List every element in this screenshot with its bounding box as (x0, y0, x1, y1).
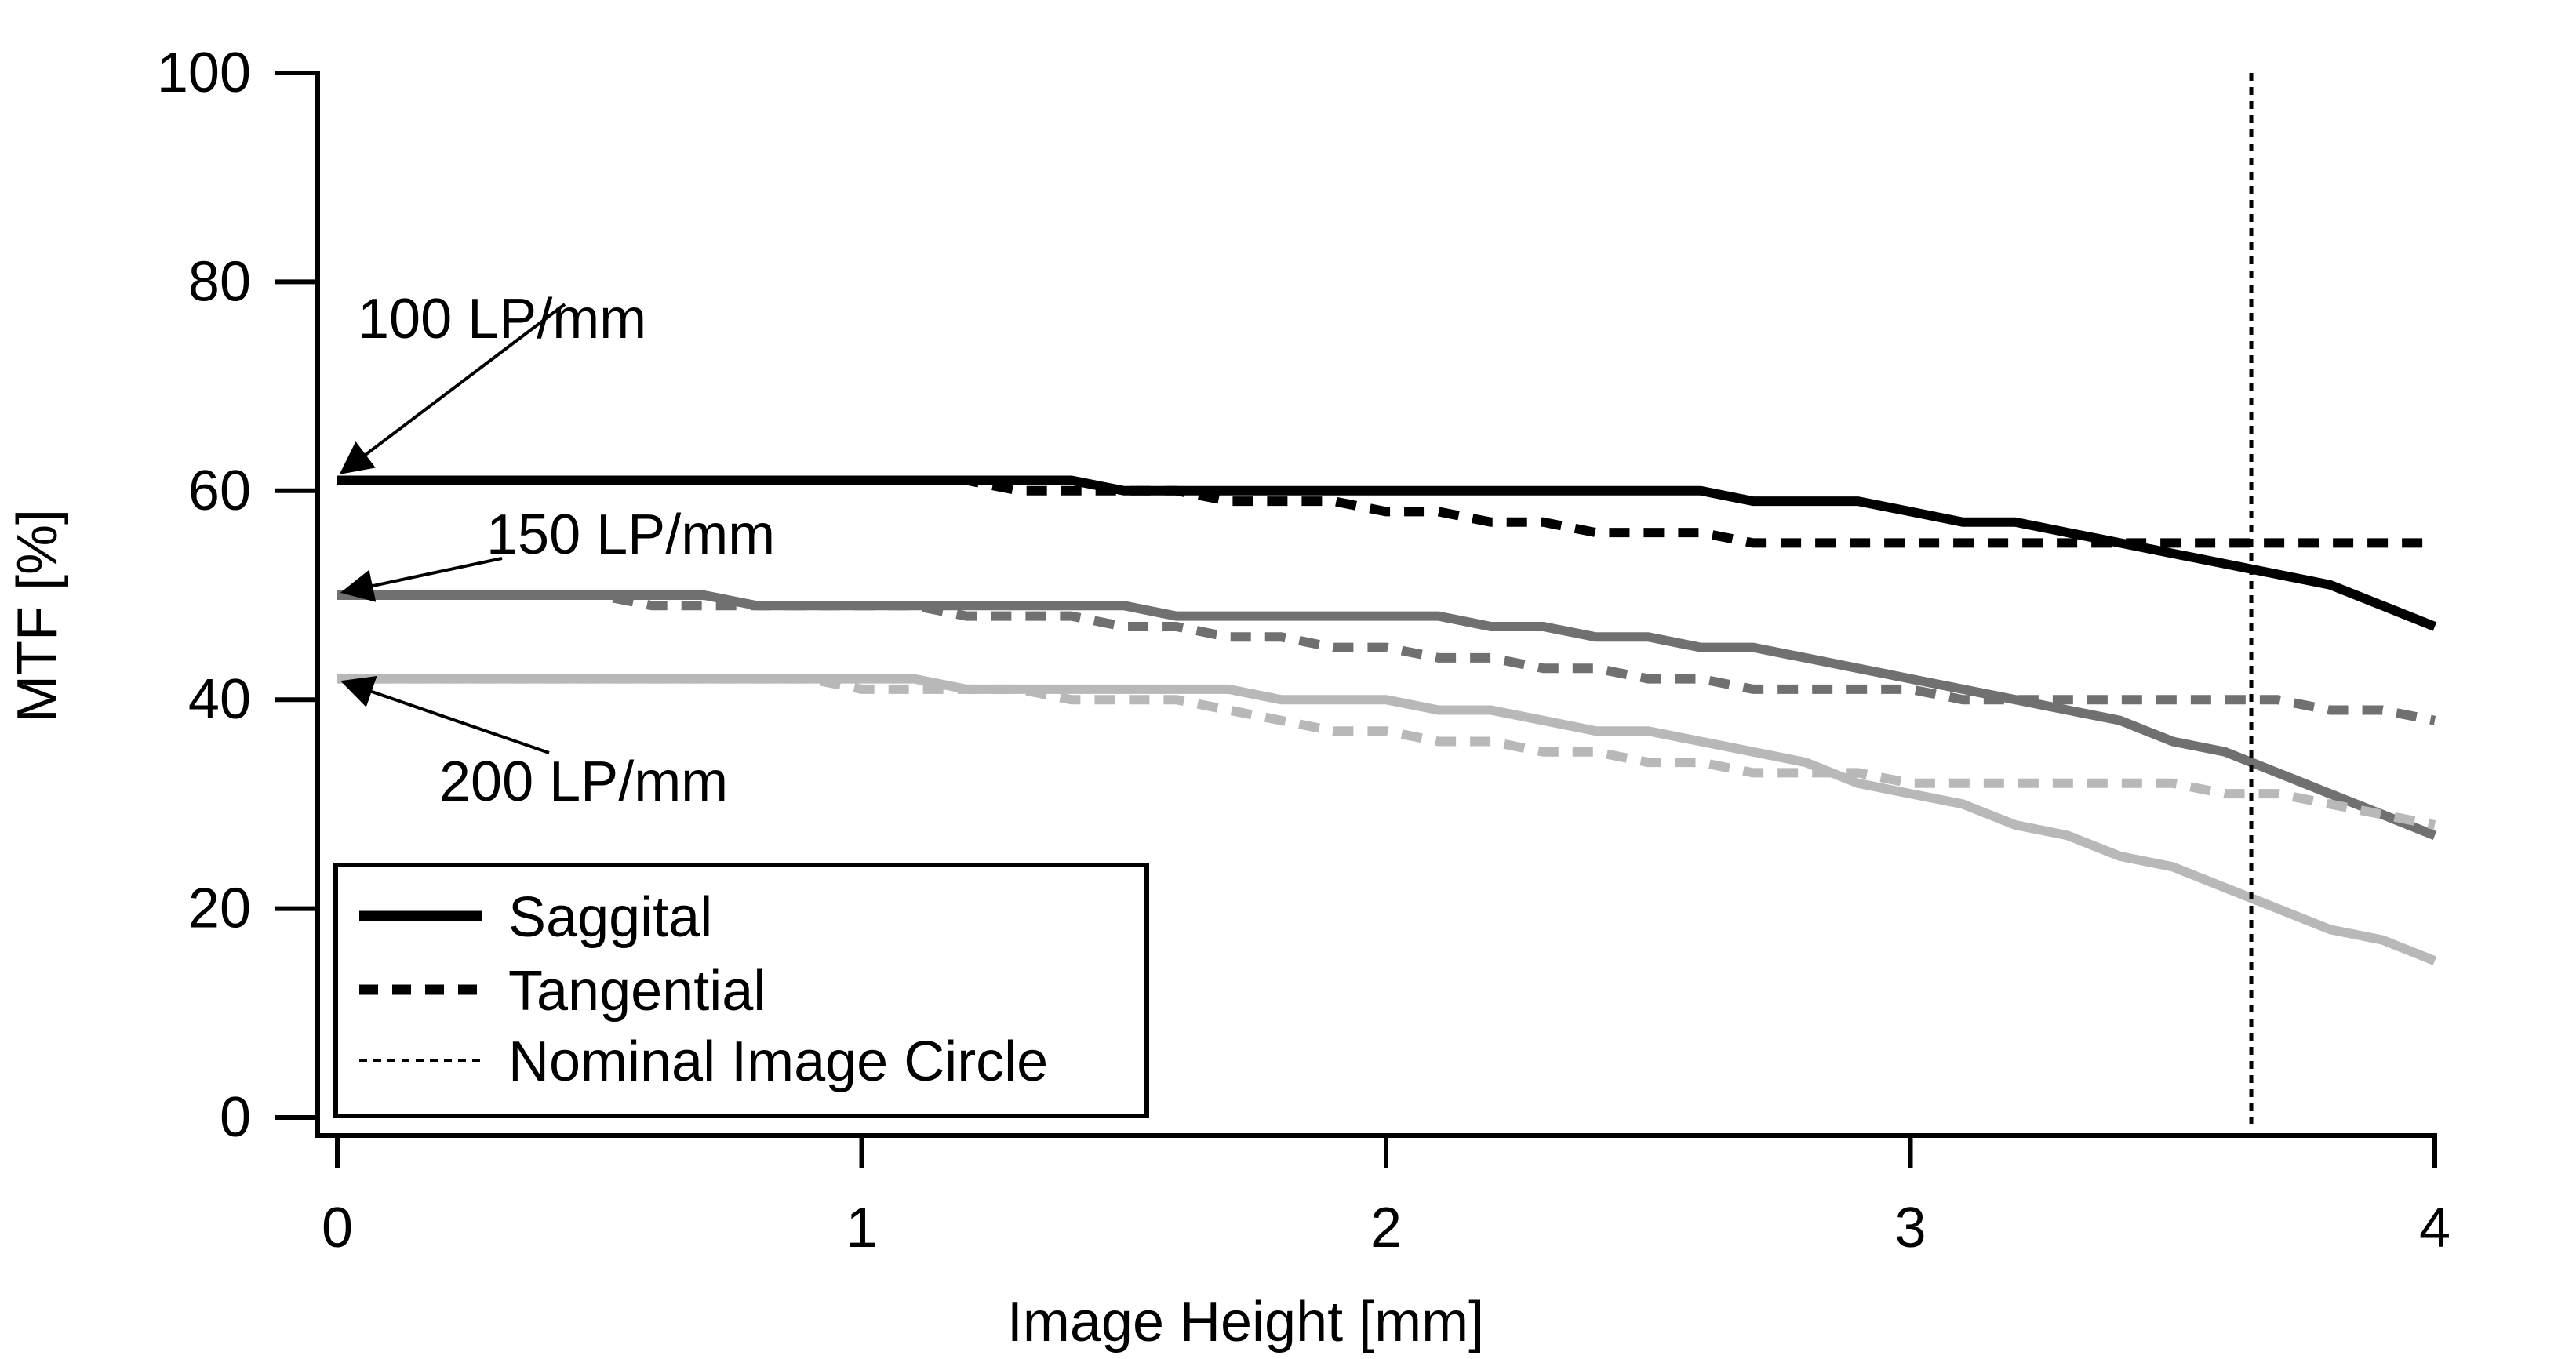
series-line-100-tangential (337, 475, 2435, 548)
y-tick-label: 60 (188, 460, 251, 522)
annotation-arrow (339, 303, 566, 475)
series-line-200-tangential (337, 674, 2436, 830)
annotation-arrow (340, 557, 503, 602)
annotation-arrow (340, 676, 550, 754)
axes-layer: 0 20 40 60 80 100 0 1 2 3 4 (157, 42, 2450, 1259)
legend-label: Nominal Image Circle (508, 1030, 1048, 1093)
y-tick-label: 80 (188, 250, 251, 313)
annotation-label: 200 LP/mm (439, 750, 728, 813)
x-axis-label: Image Height [mm] (1007, 1291, 1484, 1354)
legend: Saggital Tangential Nominal Image Circle (333, 863, 1149, 1118)
y-tick-label: 100 (157, 42, 251, 104)
y-axis-label: MTF [%] (6, 509, 69, 722)
legend-label: Tangential (508, 960, 766, 1023)
annotation-label: 100 LP/mm (358, 288, 646, 351)
x-tick-label: 3 (1894, 1197, 1926, 1259)
x-tick-label: 2 (1370, 1197, 1402, 1259)
y-tick-label: 40 (188, 668, 251, 731)
series-line-150-saggital (337, 590, 2437, 840)
legend-label: Saggital (508, 886, 712, 949)
x-tick-label: 0 (322, 1197, 353, 1259)
x-tick-label: 4 (2419, 1197, 2450, 1259)
y-tick-label: 0 (220, 1086, 251, 1149)
y-tick-label: 20 (188, 878, 251, 940)
series-layer (337, 475, 2437, 965)
annotation-layer: 100 LP/mm 150 LP/mm 200 LP/mm (339, 288, 775, 813)
annotation-label: 150 LP/mm (486, 503, 775, 566)
series-line-150-tangential (337, 590, 2436, 725)
x-tick-label: 1 (846, 1197, 877, 1259)
